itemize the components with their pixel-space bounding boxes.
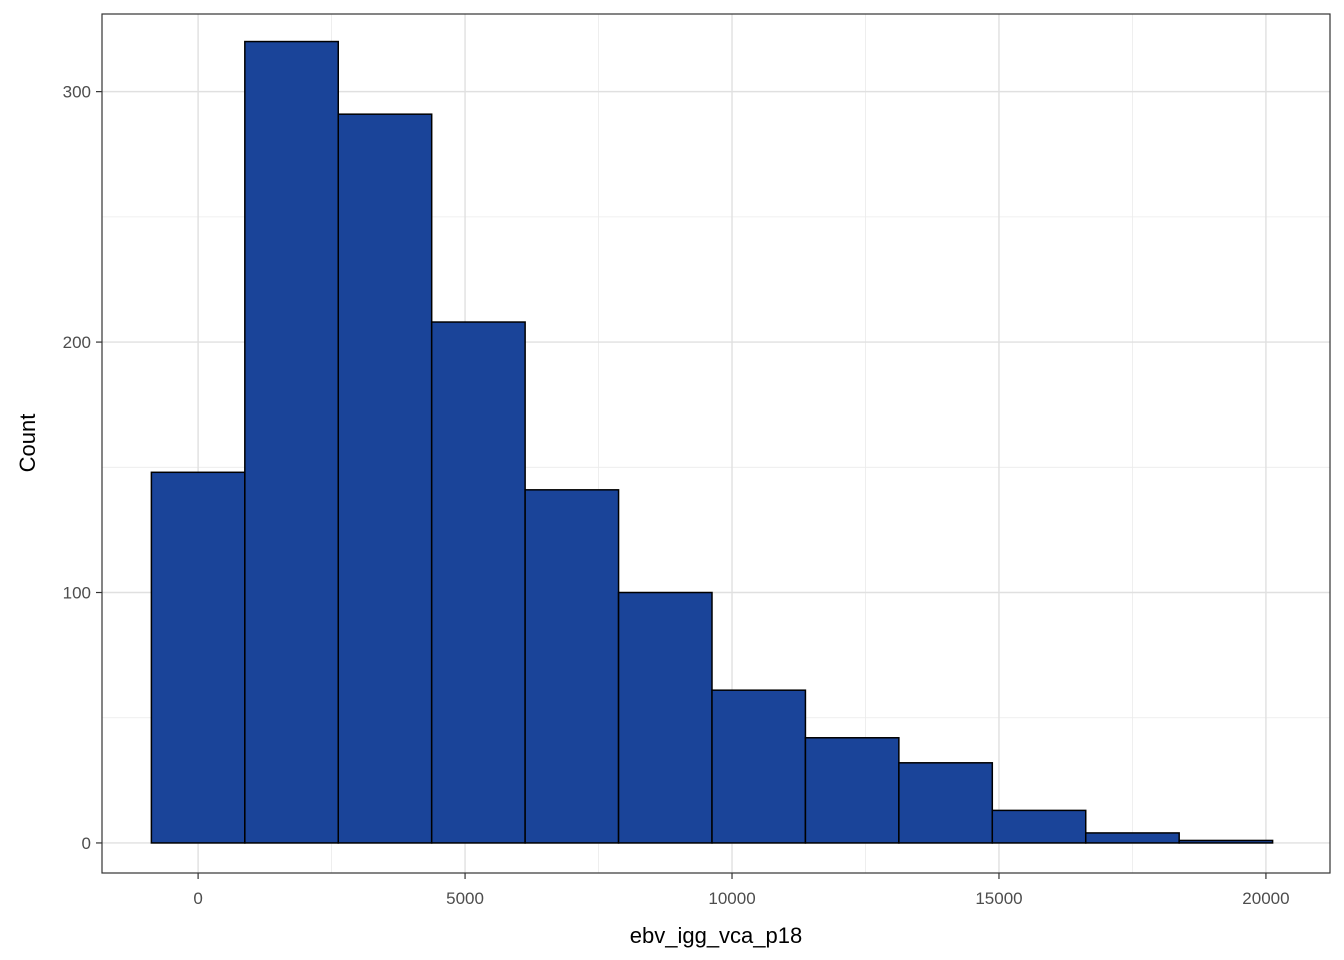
x-axis-ticks: 0 5000 10000 15000 20000 bbox=[193, 873, 1290, 908]
x-tick-label: 0 bbox=[193, 889, 202, 908]
histogram-bar bbox=[617, 591, 713, 844]
histogram-bars bbox=[150, 40, 1274, 844]
x-tick-label: 15000 bbox=[975, 889, 1022, 908]
histogram-bar bbox=[898, 762, 994, 844]
histogram-bar bbox=[524, 489, 620, 844]
y-tick-label: 0 bbox=[82, 834, 91, 853]
histogram-bar bbox=[337, 113, 433, 844]
plot-panel-border bbox=[101, 13, 1331, 874]
x-tick-label: 10000 bbox=[708, 889, 755, 908]
histogram-bar bbox=[991, 809, 1087, 844]
x-tick-label: 5000 bbox=[446, 889, 484, 908]
y-axis-ticks: 0 100 200 300 bbox=[63, 83, 102, 853]
x-tick-label: 20000 bbox=[1242, 889, 1289, 908]
y-tick-label: 100 bbox=[63, 584, 91, 603]
y-tick-label: 200 bbox=[63, 333, 91, 352]
y-tick-label: 300 bbox=[63, 83, 91, 102]
histogram-bar bbox=[804, 737, 900, 844]
histogram-bar bbox=[430, 321, 526, 844]
y-axis-title: Count bbox=[15, 414, 40, 473]
histogram-bar bbox=[1178, 839, 1274, 844]
x-axis-title: ebv_igg_vca_p18 bbox=[630, 923, 802, 948]
histogram-bar bbox=[711, 689, 807, 844]
histogram-bar bbox=[1084, 832, 1180, 844]
histogram-bar bbox=[150, 471, 246, 844]
histogram-bar bbox=[244, 40, 340, 844]
